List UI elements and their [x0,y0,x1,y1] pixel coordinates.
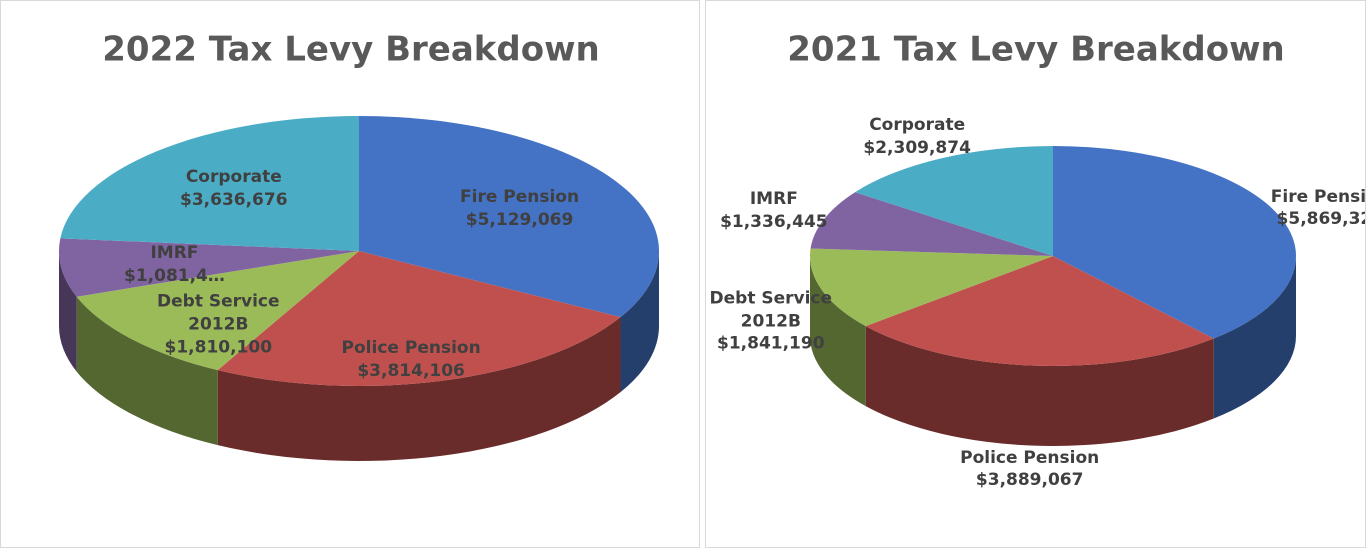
pie-slice-side [1213,256,1296,419]
pie-slice-side [76,296,218,446]
chart: 2021 Tax Levy Breakdown [787,30,1296,446]
value-label: $2,309,874 [863,137,971,158]
pie-slice [359,116,659,318]
value-label: $1,810,100 [164,337,273,358]
pie-slice [810,248,1053,327]
chart: 2022 Tax Levy Breakdown [59,30,659,462]
value-label: $1,841,190 [717,334,825,355]
pie-slice [59,238,360,297]
category-label: Corporate [869,114,966,135]
value-label: $3,636,676 [180,190,288,211]
value-label: $1,336,445 [720,211,828,232]
chart-panel: 2021 Tax Levy Breakdown Fire Pension$5,8… [705,0,1366,548]
category-label: Corporate [185,167,282,188]
category-label: Police Pension [960,447,1100,468]
pie-slice [865,256,1214,366]
data-label: Debt Service 2012B $1,841,190 [706,287,846,356]
category-label: Fire Pension [460,186,580,207]
pie-slice-side [59,251,77,372]
chart-title: 2021 Tax Levy Breakdown [787,30,1284,70]
data-label: Police Pension $3,814,106 [336,337,486,383]
data-label: Corporate $3,636,676 [159,166,309,212]
pie-slice [855,146,1053,256]
pie-slice [217,251,621,386]
category-label: Police Pension [341,338,481,359]
data-label: Corporate $2,309,874 [842,114,992,160]
category-label: Fire Pension [1270,186,1366,207]
category-label: IMRF [150,243,199,264]
category-label: Debt Service 2012B [709,288,833,332]
data-label: Fire Pension $5,129,069 [445,186,595,232]
pie-slice [1053,146,1296,339]
data-label: Police Pension $3,889,067 [955,447,1105,493]
value-label: $3,889,067 [975,470,1084,491]
data-label: IMRF $1,081,4… [99,242,249,288]
pie-slice [76,251,360,371]
pie-slice [60,116,359,251]
value-label: $3,814,106 [357,361,465,382]
data-label: Fire Pension$5,869,323 [1255,186,1366,232]
data-label: IMRF $1,336,445 [706,188,849,234]
pie-slice-side [620,251,659,393]
pie-slice-side [865,326,1214,446]
chart-title: 2022 Tax Levy Breakdown [102,30,599,70]
category-label: IMRF [749,188,798,209]
data-label: Debt Service 2012B $1,810,100 [143,291,293,360]
pie-slice [810,192,1053,256]
pie-slice-side [217,317,621,462]
value-label: $1,081,4… [124,266,225,287]
value-label: $5,869,323 [1276,209,1365,230]
category-label: Debt Service 2012B [157,291,280,335]
chart-panel: 2022 Tax Levy Breakdown Fire Pension $5,1… [0,0,700,548]
value-label: $5,129,069 [465,209,574,230]
pie-slice-side [810,256,866,407]
